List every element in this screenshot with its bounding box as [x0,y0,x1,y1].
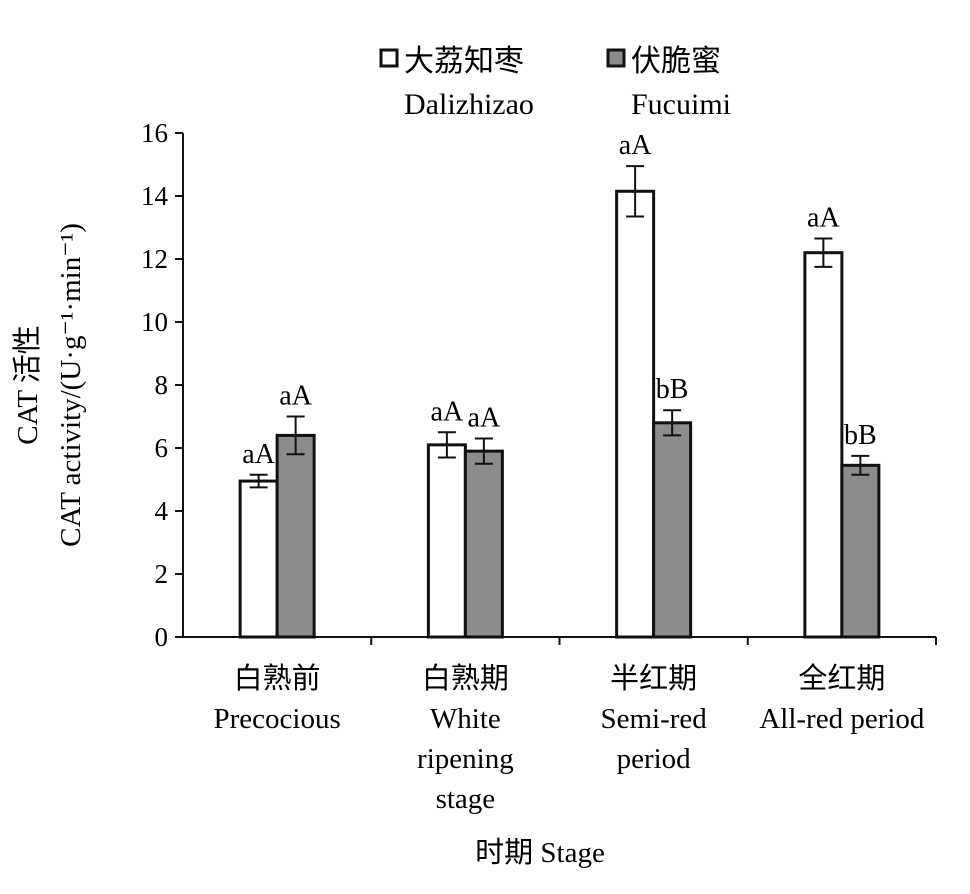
bar-fucuimi [840,463,881,639]
category-label: White [430,703,501,735]
bar-fucuimi [463,449,504,639]
bar-fucuimi [652,421,693,639]
significance-label: bB [656,374,689,405]
bar-dalizhizao [426,443,467,639]
bar-dalizhizao [803,251,844,639]
y-ticks: 0 2 4 6 8 10 12 14 16 [141,118,183,652]
significance-label: aA [807,203,840,234]
y-axis-title: CAT 活性 [11,325,44,445]
significance-label: aA [242,439,275,470]
category-label: All-red period [759,703,925,735]
category-label: 半红期 [610,662,697,695]
category-label: ripening [417,743,514,775]
bar-dalizhizao [615,189,656,639]
legend-swatch-fucuimi [606,48,626,68]
y-tick-label: 10 [141,307,168,337]
y-tick-label: 4 [155,496,169,526]
y-tick-label: 16 [141,118,168,148]
x-axis-title: 时期 Stage [475,836,605,869]
y-tick-label: 14 [141,181,169,211]
category-label: period [617,743,692,775]
x-ticks [370,637,937,645]
significance-label: aA [468,403,501,434]
significance-label: bB [844,420,877,451]
significance-label: aA [431,396,464,427]
y-axis-title-zh: CAT 活性 [11,325,44,445]
y-axis-title-en: CAT activity/(U·g⁻¹·min⁻¹) [55,223,87,547]
y-tick-label: 6 [155,433,169,463]
category-label: 全红期 [798,662,885,695]
y-tick-label: 12 [141,244,168,274]
y-axis-title-en-group: CAT activity/(U·g⁻¹·min⁻¹) [55,223,87,547]
legend-swatch-dalizhizao [379,48,399,68]
bar-fucuimi [275,433,316,639]
legend-label-dalizhizao-en: Dalizhizao [404,88,534,121]
category-labels: 白熟前 Precocious 白熟期 White ripening stage 半红期 Sem… [214,662,925,815]
significance-label: aA [279,381,312,412]
category-label: 白熟前 [234,662,321,695]
y-tick-label: 8 [155,370,169,400]
legend-label-fucuimi-en: Fucuimi [631,88,731,121]
legend-label-fucuimi: 伏脆蜜 [631,45,721,78]
category-label: stage [436,783,496,815]
category-label: Precocious [214,703,341,735]
significance-label: aA [619,130,652,161]
bar-dalizhizao [238,479,279,639]
y-tick-label: 2 [155,559,169,589]
legend: 大荔知枣 Dalizhizao 伏脆蜜 Fucuimi [379,45,731,121]
legend-label-dalizhizao: 大荔知枣 [404,45,524,78]
category-label: Semi-red [600,703,707,735]
y-tick-label: 0 [155,622,169,652]
category-label: 白熟期 [422,662,509,695]
